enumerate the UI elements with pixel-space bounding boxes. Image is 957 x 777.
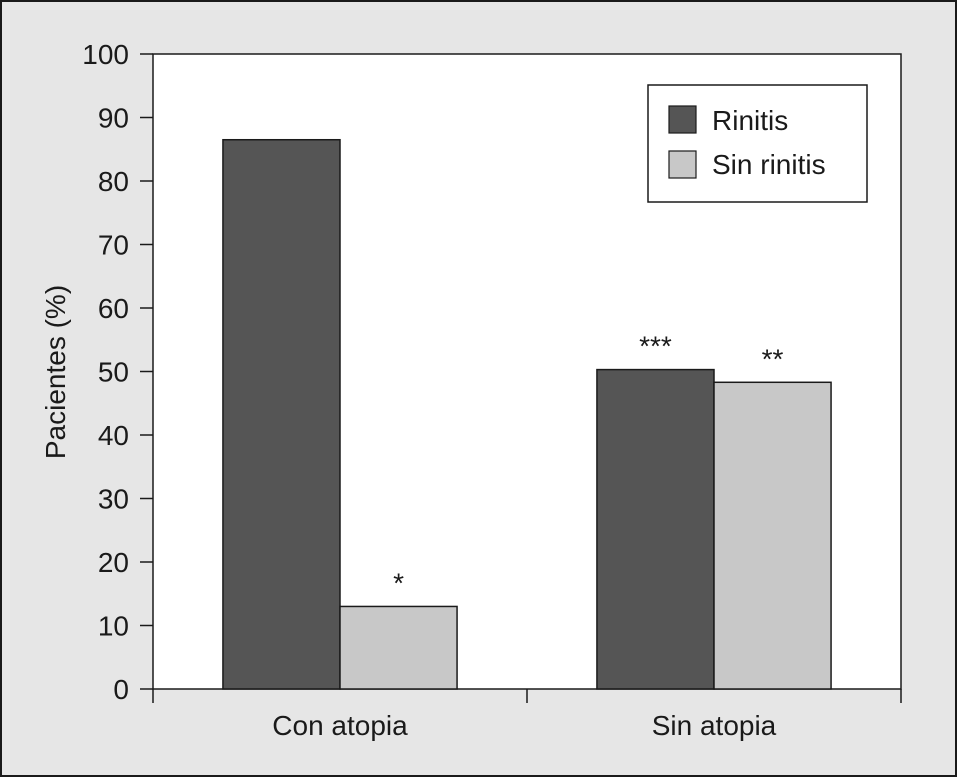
annotations-layer: ****** [393, 331, 783, 599]
y-axis-label: Pacientes (%) [40, 285, 71, 459]
y-tick-label: 40 [98, 420, 129, 451]
significance-marker: * [393, 567, 404, 598]
y-tick-label: 30 [98, 484, 129, 515]
bars-layer [222, 138, 832, 690]
y-tick-label: 90 [98, 103, 129, 134]
y-axis: 0 10 20 30 40 50 60 70 80 90 100 [82, 39, 153, 705]
significance-marker: *** [639, 331, 672, 362]
bar-rinitis [596, 368, 715, 690]
bar-sin-rinitis [339, 605, 458, 690]
y-tick-label: 10 [98, 611, 129, 642]
y-tick-label: 60 [98, 293, 129, 324]
x-tick-label: Sin atopia [652, 710, 777, 741]
legend: Rinitis Sin rinitis [647, 84, 868, 203]
legend-swatch-rinitis [668, 105, 697, 134]
y-tick-label: 80 [98, 166, 129, 197]
legend-label-sin-rinitis: Sin rinitis [712, 149, 826, 180]
legend-label-rinitis: Rinitis [712, 105, 788, 136]
y-tick-label: 70 [98, 230, 129, 261]
legend-box [647, 84, 868, 203]
y-tick-label: 100 [82, 39, 129, 70]
y-tick-label: 50 [98, 357, 129, 388]
significance-marker: ** [762, 343, 784, 374]
x-axis: Con atopia Sin atopia [152, 689, 902, 741]
bar-sin-rinitis [713, 381, 832, 690]
x-tick-label: Con atopia [272, 710, 408, 741]
legend-swatch-sin-rinitis [668, 150, 697, 179]
y-tick-label: 0 [113, 674, 129, 705]
bar-rinitis [222, 138, 341, 690]
y-tick-label: 20 [98, 547, 129, 578]
